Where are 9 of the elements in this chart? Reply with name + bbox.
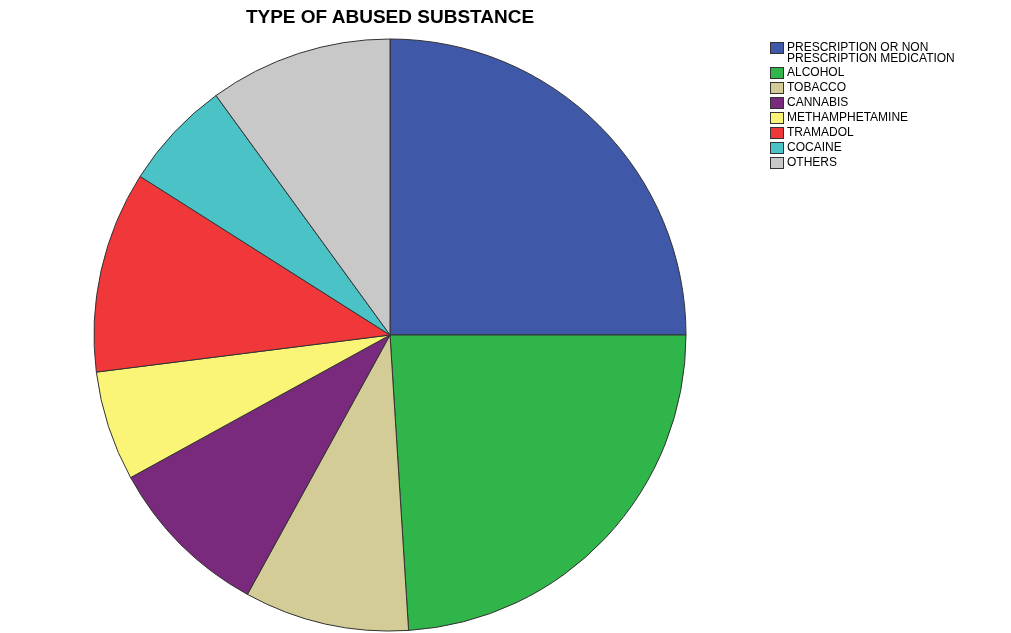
legend-label: TOBACCO bbox=[787, 80, 847, 94]
legend-label: COCAINE bbox=[787, 140, 842, 154]
legend-label: METHAMPHETAMINE bbox=[787, 110, 909, 124]
legend-label: OTHERS bbox=[787, 155, 838, 169]
legend-label: PRESCRIPTION OR NON PRESCRIPTION MEDICATION bbox=[787, 40, 956, 65]
legend-label: TRAMADOL bbox=[787, 125, 854, 139]
legend-label: ALCOHOL bbox=[787, 65, 845, 79]
legend-label: CANNABIS bbox=[787, 95, 849, 109]
chart-title: TYPE OF ABUSED SUBSTANCE bbox=[244, 6, 536, 28]
